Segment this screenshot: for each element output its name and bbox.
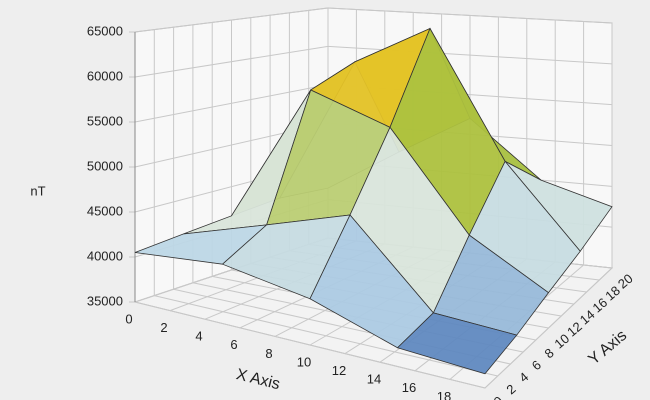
x-tick-label: 2 <box>160 320 167 335</box>
z-tick-label: 50000 <box>87 158 123 173</box>
x-tick-label: 20 <box>472 397 486 400</box>
surface-patch <box>396 312 518 375</box>
grid-line <box>154 295 498 377</box>
grid-line <box>134 301 486 389</box>
z-tick-label: 45000 <box>87 203 123 218</box>
z-tick-label: 40000 <box>87 248 123 263</box>
x-tick-label: 12 <box>332 363 346 378</box>
x-tick-label: 10 <box>297 354 311 369</box>
x-tick-label: 18 <box>437 389 451 400</box>
x-tick-label: 4 <box>195 329 202 344</box>
z-tick-label: 55000 <box>87 113 123 128</box>
z-axis-title: nT <box>30 183 45 198</box>
y-tick-label: 0 <box>491 393 506 400</box>
surface <box>134 27 613 375</box>
x-tick-label: 6 <box>230 337 237 352</box>
x-tick-label: 16 <box>402 380 416 395</box>
x-tick-label: 14 <box>367 372 381 387</box>
x-tick-label: 0 <box>125 311 132 326</box>
z-tick-label: 65000 <box>87 23 123 38</box>
z-tick-label: 35000 <box>87 293 123 308</box>
z-tick-label: 60000 <box>87 68 123 83</box>
labels: 35000 40000 45000 50000 55000 60000 65000 0 2 4 6 8… <box>87 23 636 400</box>
x-tick-label: 8 <box>265 346 272 361</box>
